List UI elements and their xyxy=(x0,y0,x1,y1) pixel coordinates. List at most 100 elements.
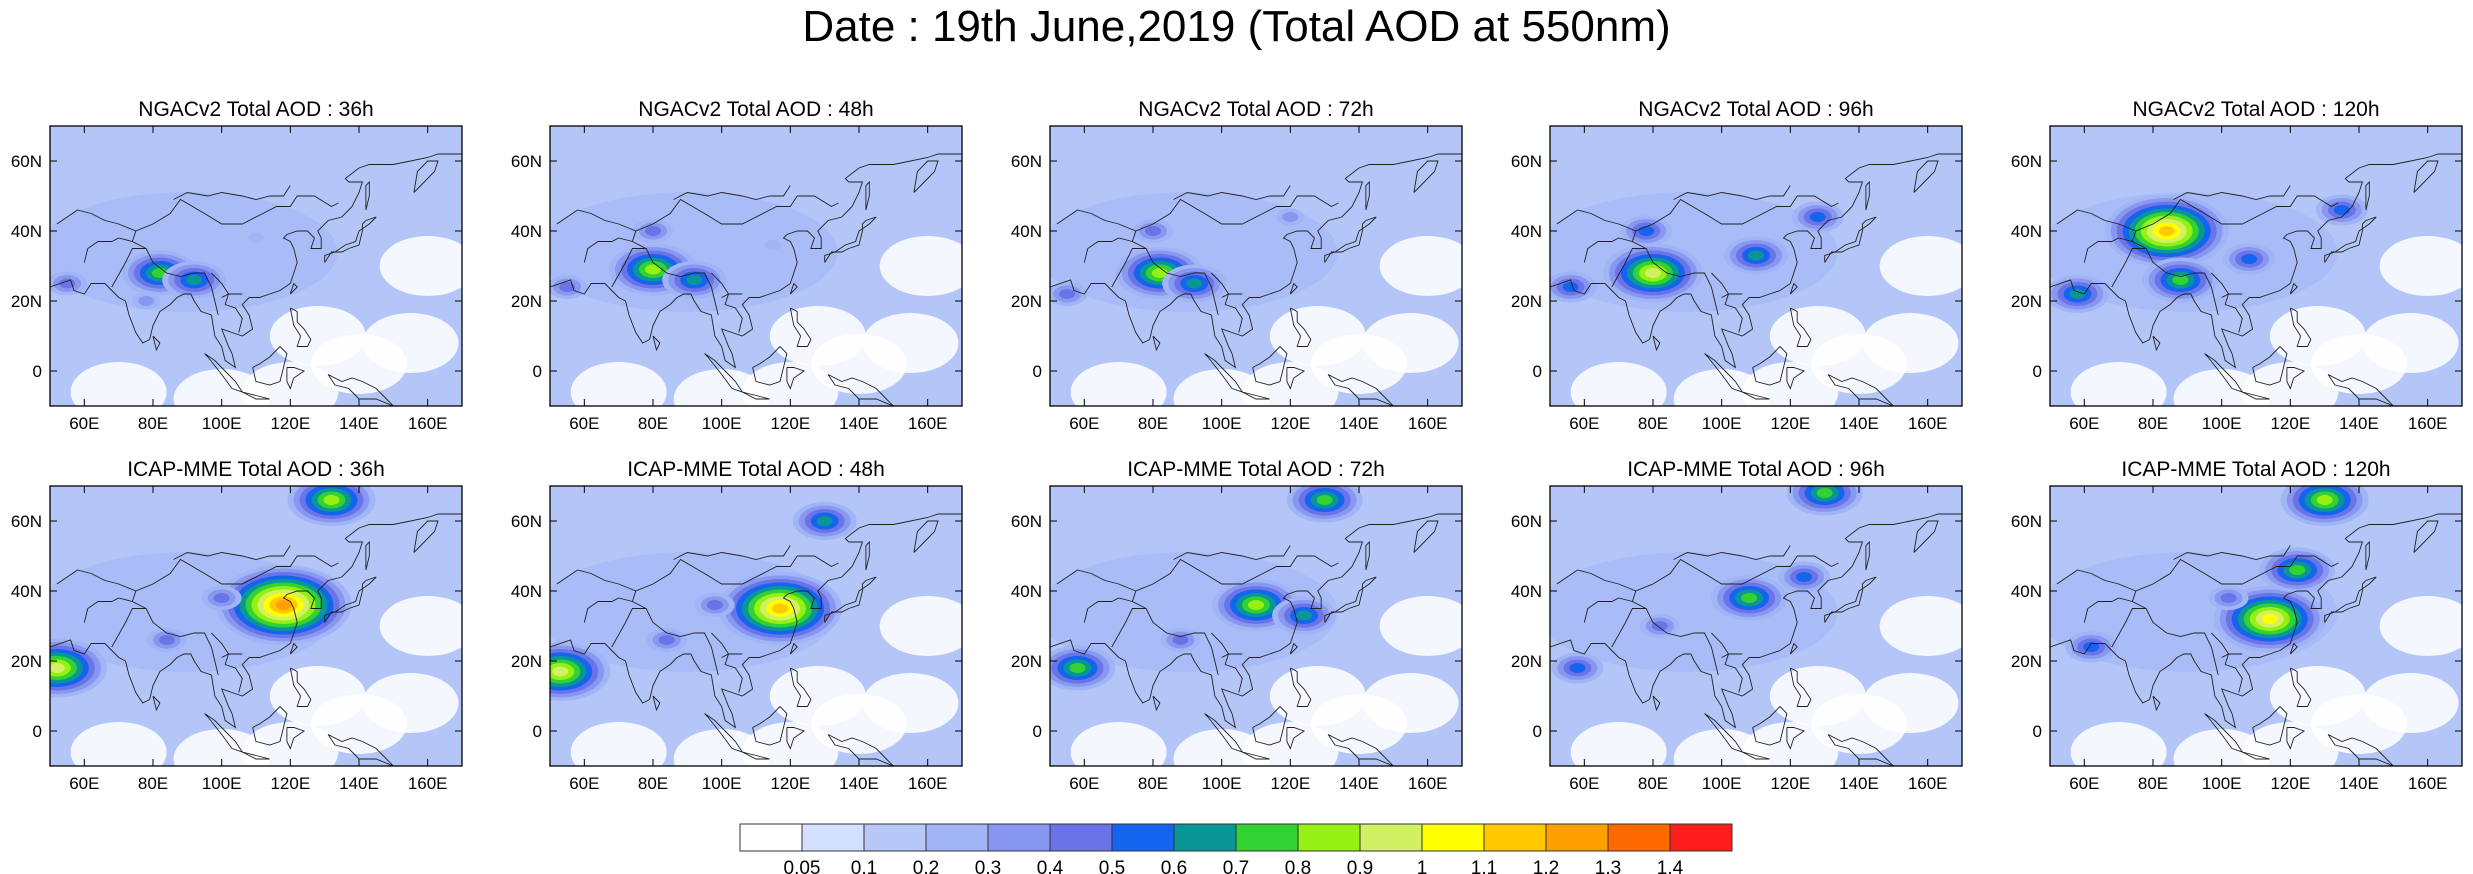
aod-hotspot xyxy=(213,593,230,603)
coastline xyxy=(2289,282,2298,295)
colorbar-swatch xyxy=(1421,823,1485,852)
lat-tick-label: 20N xyxy=(11,292,42,311)
aod-hotspot xyxy=(158,635,175,645)
low-aod-area xyxy=(2269,306,2366,366)
coastline xyxy=(2252,345,2288,386)
lon-tick-label: 100E xyxy=(702,414,742,433)
coastline xyxy=(83,237,133,263)
colorbar-swatch xyxy=(739,823,803,852)
coastline xyxy=(1789,282,1798,295)
coastline xyxy=(2286,727,2306,750)
coastline xyxy=(1173,545,1291,560)
lat-tick-label: 40N xyxy=(11,582,42,601)
coastline xyxy=(865,180,870,211)
coastline xyxy=(111,248,219,316)
coastline xyxy=(1711,632,1743,693)
lon-tick-label: 80E xyxy=(2138,774,2168,793)
aod-hotspot xyxy=(559,282,576,292)
coastline xyxy=(1652,695,1661,712)
coastline xyxy=(173,545,291,560)
low-aod-area xyxy=(1379,236,1462,296)
coastline xyxy=(752,345,788,386)
coastline xyxy=(221,653,243,658)
coastline xyxy=(1131,555,1339,609)
lon-tick-label: 80E xyxy=(2138,414,2168,433)
lon-tick-label: 160E xyxy=(1908,414,1948,433)
coastline xyxy=(1242,391,1270,400)
coastline xyxy=(1211,272,1243,333)
lat-tick-label: 60N xyxy=(511,152,542,171)
lat-tick-label: 40N xyxy=(1511,582,1542,601)
coastline xyxy=(1789,667,1812,707)
low-aod-area xyxy=(379,596,462,656)
lat-tick-label: 40N xyxy=(1511,222,1542,241)
coastline xyxy=(1827,374,1894,406)
panel-title: ICAP-MME Total AOD : 96h xyxy=(1627,458,1885,481)
lon-tick-label: 80E xyxy=(1638,774,1668,793)
aod-hotspot xyxy=(645,226,661,236)
coastline xyxy=(1752,345,1788,386)
coastline xyxy=(1913,520,1939,553)
lon-tick-label: 140E xyxy=(839,414,879,433)
aod-hotspot xyxy=(1296,610,1313,621)
lat-tick-label: 60N xyxy=(11,512,42,531)
lon-tick-label: 100E xyxy=(1702,414,1742,433)
low-aod-area xyxy=(1362,313,1459,373)
panel-frame xyxy=(1549,125,1963,407)
aod-hotspot xyxy=(248,233,264,243)
coastline xyxy=(1221,293,1243,298)
lat-tick-label: 20N xyxy=(1011,652,1042,671)
low-aod-area xyxy=(879,596,962,656)
colorbar-swatch xyxy=(801,823,865,852)
coastline xyxy=(2056,209,2136,232)
low-aod-area xyxy=(1879,236,1962,296)
lon-tick-label: 120E xyxy=(270,414,310,433)
coastline xyxy=(611,608,719,676)
lat-tick-label: 0 xyxy=(1033,362,1042,381)
coastline xyxy=(1652,335,1661,352)
lon-tick-label: 80E xyxy=(638,414,668,433)
coastline xyxy=(1865,540,1870,571)
lat-tick-label: 0 xyxy=(33,722,42,741)
lon-tick-label: 60E xyxy=(569,414,599,433)
coastline xyxy=(1324,216,1377,263)
aod-hotspot xyxy=(2158,226,2175,236)
low-aod-area xyxy=(2379,236,2462,296)
lat-tick-label: 20N xyxy=(511,652,542,671)
low-aod-area xyxy=(1173,369,1270,406)
low-aod-area xyxy=(70,722,167,766)
coastline xyxy=(413,160,439,193)
coastline xyxy=(1324,576,1377,623)
lat-tick-label: 60N xyxy=(1511,512,1542,531)
coastline xyxy=(413,520,439,553)
coastline xyxy=(152,695,161,712)
coastline xyxy=(2413,160,2439,193)
coastline xyxy=(56,209,136,232)
map-panel: NGACv2 Total AOD : 48h 60E 80E 100E 120E 140E… xyxy=(511,98,963,433)
lon-tick-label: 140E xyxy=(1339,774,1379,793)
colorbar-swatch xyxy=(1111,823,1175,852)
coastline xyxy=(2152,335,2161,352)
lon-tick-label: 60E xyxy=(69,774,99,793)
coastline xyxy=(1252,705,1288,746)
coastline xyxy=(583,597,633,623)
colorbar-swatch xyxy=(1049,823,1113,852)
coastline xyxy=(1913,160,1939,193)
lon-tick-label: 160E xyxy=(1408,414,1448,433)
low-aod-area xyxy=(1269,666,1366,726)
lat-tick-label: 20N xyxy=(1011,292,1042,311)
low-aod-area xyxy=(1673,729,1770,766)
aod-hotspot xyxy=(645,264,661,275)
coastline xyxy=(2289,642,2298,655)
coastline xyxy=(631,555,839,609)
coastline xyxy=(631,195,839,249)
aod-hotspot xyxy=(2241,254,2258,264)
map-panel: ICAP-MME Total AOD : 120h 60E 80E 100E 120E 1… xyxy=(2011,458,2463,793)
panel-title: NGACv2 Total AOD : 36h xyxy=(138,98,373,121)
lon-tick-label: 80E xyxy=(1138,414,1168,433)
coastline xyxy=(289,642,298,655)
coastline xyxy=(1556,209,1636,232)
map-panel: NGACv2 Total AOD : 120h 60E 80E 100E 120E 140… xyxy=(2011,98,2463,433)
coastline xyxy=(2221,653,2243,658)
lon-tick-label: 120E xyxy=(1270,774,1310,793)
